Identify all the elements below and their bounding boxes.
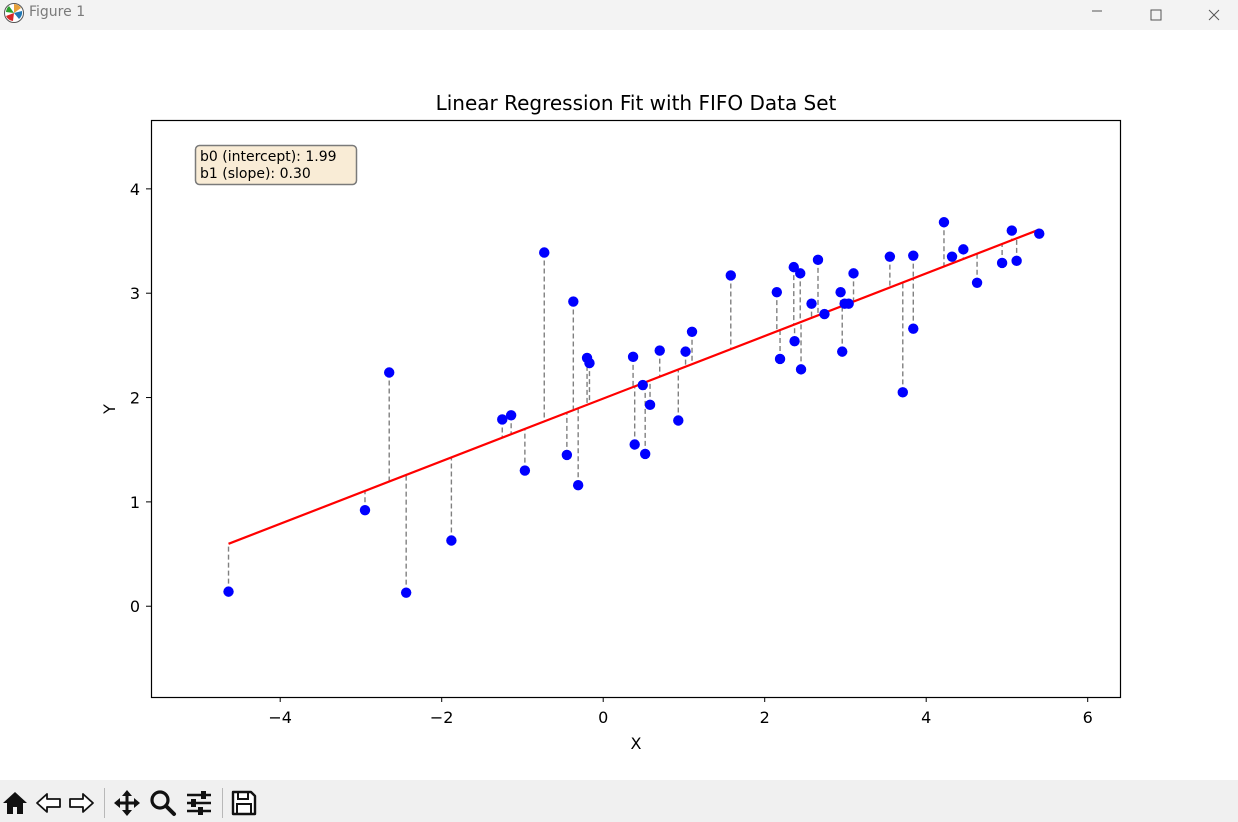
maximize-icon [1150, 9, 1162, 21]
data-point [673, 415, 684, 426]
data-point [806, 298, 817, 309]
pan-button[interactable] [112, 788, 142, 818]
data-point [584, 357, 595, 369]
zoom-button[interactable] [148, 788, 178, 818]
y-tick-label: 4 [130, 180, 140, 199]
data-point [938, 217, 950, 228]
data-point [644, 399, 656, 411]
data-point [1034, 228, 1045, 239]
data-point [835, 286, 846, 298]
data-point [843, 298, 854, 309]
save-button[interactable] [229, 788, 259, 818]
data-point [774, 353, 786, 365]
toolbar-separator [104, 788, 105, 818]
home-icon [3, 792, 27, 814]
data-point [848, 268, 859, 279]
x-tick-label: 2 [760, 708, 770, 727]
y-tick-label: 3 [130, 284, 140, 303]
y-tick-label: 0 [130, 597, 140, 616]
save-icon [231, 790, 257, 816]
data-point [958, 244, 969, 255]
x-tick-label: 6 [1083, 708, 1093, 727]
data-point [946, 251, 958, 262]
x-tick-label: −4 [268, 708, 292, 727]
navigation-toolbar [0, 780, 1238, 822]
data-point [400, 587, 412, 598]
plot-area-frame [150, 119, 1122, 699]
forward-icon [69, 793, 94, 813]
data-point [725, 270, 736, 281]
x-tick-label: 4 [921, 708, 931, 727]
data-point [629, 439, 640, 450]
data-point [908, 323, 919, 334]
data-point [908, 250, 919, 261]
data-point [637, 379, 648, 391]
home-button[interactable] [0, 788, 30, 818]
x-axis-label: X [631, 734, 642, 753]
data-point [819, 308, 830, 320]
data-point [680, 346, 691, 357]
zoom-icon [150, 790, 176, 816]
data-point [996, 257, 1008, 269]
back-icon [36, 793, 61, 813]
data-point [812, 254, 824, 266]
data-point [686, 326, 698, 338]
annotation-slope: b1 (slope): 0.30 [200, 166, 311, 182]
data-point [359, 505, 371, 516]
data-point [497, 414, 508, 425]
data-point [519, 465, 531, 476]
data-point [1006, 225, 1017, 236]
data-point [627, 351, 639, 363]
data-point [572, 479, 584, 491]
configure-subplots-icon [187, 791, 211, 815]
configure-subplots-button[interactable] [184, 788, 214, 818]
window-title: Figure 1 [29, 4, 86, 20]
pan-icon [114, 790, 140, 816]
annotation-intercept: b0 (intercept): 1.99 [200, 149, 337, 165]
data-point [1011, 255, 1022, 267]
data-point [384, 367, 395, 378]
x-tick-label: 0 [598, 708, 608, 727]
data-point [884, 251, 896, 262]
y-tick-label: 2 [130, 389, 140, 408]
data-point [539, 247, 550, 258]
data-point [788, 261, 799, 273]
data-point [795, 364, 807, 375]
data-point [795, 268, 806, 279]
regression-line [228, 228, 1040, 545]
data-point [561, 449, 573, 461]
close-icon [1208, 9, 1220, 21]
maximize-button[interactable] [1133, 0, 1179, 30]
minimize-button[interactable] [1074, 0, 1120, 30]
x-tick-label: −2 [430, 708, 454, 727]
forward-button[interactable] [66, 788, 96, 818]
data-point [771, 286, 783, 298]
back-button[interactable] [34, 788, 64, 818]
data-point [505, 410, 517, 421]
data-point [568, 296, 579, 307]
data-point [654, 345, 665, 356]
figure-canvas[interactable]: Linear Regression Fit with FIFO Data Set… [0, 30, 1238, 780]
window-titlebar: Figure 1 [0, 0, 1238, 30]
data-point [789, 336, 800, 347]
y-axis-label: Y [100, 404, 119, 415]
data-point [223, 586, 234, 597]
data-point [639, 448, 651, 460]
data-point [897, 387, 908, 398]
toolbar-separator [222, 788, 223, 818]
regression-chart: Linear Regression Fit with FIFO Data Set… [100, 91, 1122, 753]
data-point [971, 277, 983, 288]
minimize-icon [1092, 10, 1102, 12]
annotation-box: b0 (intercept): 1.99 b1 (slope): 0.30 [194, 144, 358, 186]
data-point [446, 535, 457, 546]
y-tick-label: 1 [130, 493, 140, 512]
chart-title: Linear Regression Fit with FIFO Data Set [436, 91, 837, 115]
close-button[interactable] [1191, 0, 1237, 30]
data-point [837, 346, 848, 357]
matplotlib-app-icon [4, 3, 24, 23]
